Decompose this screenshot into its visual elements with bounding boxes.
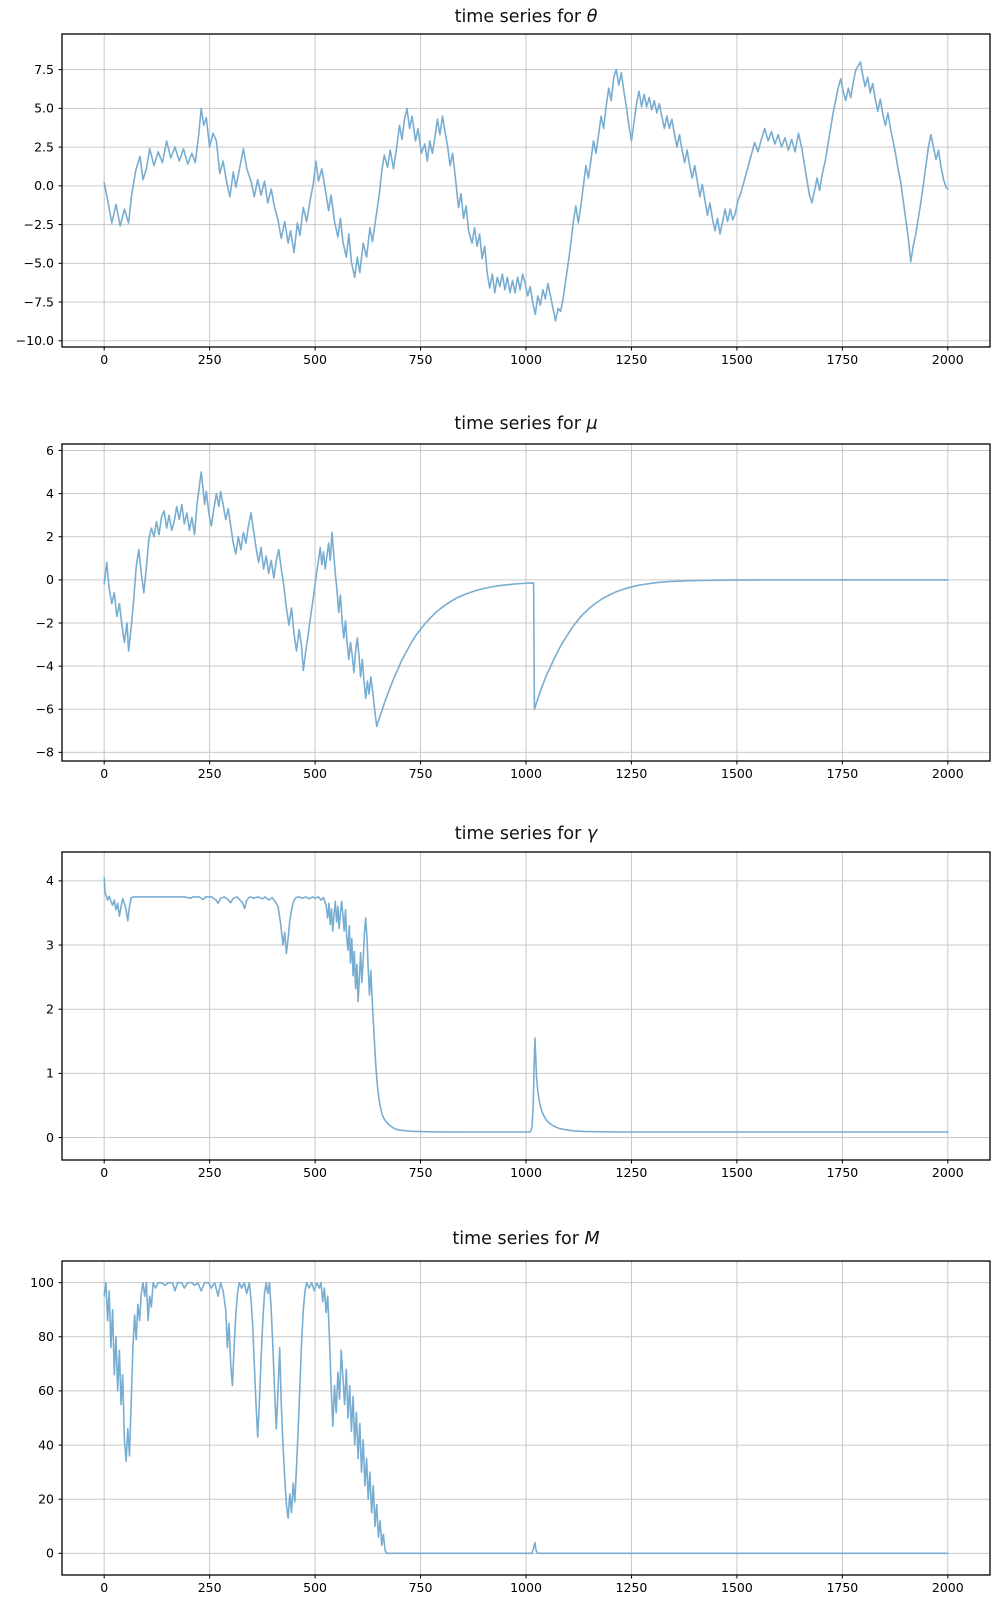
y-tick-label: 2 [46, 529, 54, 544]
x-tick-label: 2000 [932, 766, 964, 781]
x-tick-label: 1500 [721, 1580, 753, 1595]
y-tick-label: −4 [36, 658, 54, 673]
series-line-M [103, 1281, 949, 1555]
x-tick-label: 1750 [826, 1165, 858, 1180]
x-tick-label: 1500 [721, 1165, 753, 1180]
y-tick-label: −8 [36, 745, 54, 760]
x-tick-label: 500 [303, 1165, 327, 1180]
y-tick-label: 80 [38, 1329, 54, 1344]
x-tick-label: 0 [100, 1165, 108, 1180]
x-tick-label: 1000 [510, 766, 542, 781]
chart-gamma: 0 250 500 750 1000 1250 1500 1750 2000 4 3 2 1 0 [46, 851, 991, 1180]
title-text: time series for [452, 1229, 585, 1249]
y-tick-label: 20 [38, 1492, 54, 1507]
x-tick-label: 1000 [510, 1580, 542, 1595]
x-tick-label: 250 [198, 352, 222, 367]
x-tick-label: 750 [409, 1580, 433, 1595]
x-tick-label: 1250 [616, 1165, 648, 1180]
x-tick-label: 0 [100, 766, 108, 781]
chart-title-gamma: time series for γ [62, 824, 990, 844]
y-tick-label: 2 [46, 1002, 54, 1017]
gamma-symbol: γ [586, 824, 598, 844]
chart-M: 0 250 500 750 1000 1250 1500 1750 2000 100 80 60 40 2… [30, 1260, 991, 1595]
y-tick-label: −5.0 [24, 256, 54, 271]
x-tick-label: 750 [409, 766, 433, 781]
chart-title-mu: time series for μ [62, 414, 990, 434]
y-tick-label: 40 [38, 1437, 54, 1452]
x-tick-label: 750 [409, 352, 433, 367]
x-tick-label: 500 [303, 352, 327, 367]
y-tick-label: −10.0 [16, 333, 54, 348]
y-tick-label: 100 [30, 1275, 54, 1290]
series-line-gamma [103, 876, 949, 1133]
mu-symbol: μ [586, 414, 598, 434]
x-tick-label: 500 [303, 1580, 327, 1595]
y-tick-label: 2.5 [34, 139, 54, 154]
series-line-mu [103, 471, 949, 728]
y-tick-label: 4 [46, 486, 54, 501]
x-tick-label: 1750 [826, 352, 858, 367]
x-tick-label: 2000 [932, 352, 964, 367]
x-tick-label: 750 [409, 1165, 433, 1180]
chart-title-theta: time series for θ [62, 7, 990, 27]
y-tick-label: 0 [46, 572, 54, 587]
x-tick-label: 250 [198, 1580, 222, 1595]
title-text: time series for [454, 7, 587, 27]
theta-symbol: θ [586, 7, 598, 27]
y-tick-label: −2 [36, 615, 54, 630]
y-tick-label: 5.0 [34, 101, 54, 116]
y-tick-label: 7.5 [34, 62, 54, 77]
x-tick-label: 0 [100, 352, 108, 367]
y-tick-label: −6 [36, 702, 54, 717]
x-tick-label: 2000 [932, 1165, 964, 1180]
x-tick-label: 250 [198, 766, 222, 781]
x-tick-label: 1750 [826, 766, 858, 781]
x-tick-label: 1250 [616, 1580, 648, 1595]
chart-mu: 0 250 500 750 1000 1250 1500 1750 2000 6 4 2 0 −2 −4 −6… [36, 443, 991, 781]
y-tick-label: 60 [38, 1383, 54, 1398]
x-tick-label: 1500 [721, 352, 753, 367]
series-line-theta [103, 61, 949, 322]
x-tick-label: 500 [303, 766, 327, 781]
x-tick-label: 2000 [932, 1580, 964, 1595]
x-tick-label: 1500 [721, 766, 753, 781]
x-tick-label: 1750 [826, 1580, 858, 1595]
x-tick-label: 1000 [510, 352, 542, 367]
y-tick-label: 0.0 [34, 178, 54, 193]
M-symbol: M [584, 1229, 600, 1249]
y-tick-label: −2.5 [24, 217, 54, 232]
chart-theta: 0 250 500 750 1000 1250 1500 1750 2000 7.5 5.0 2.5 0… [16, 33, 991, 367]
y-tick-label: 3 [46, 937, 54, 952]
y-tick-label: 4 [46, 873, 54, 888]
y-tick-label: 0 [46, 1130, 54, 1145]
y-tick-label: 0 [46, 1546, 54, 1561]
x-tick-label: 0 [100, 1580, 108, 1595]
y-tick-label: −7.5 [24, 294, 54, 309]
x-tick-label: 250 [198, 1165, 222, 1180]
title-text: time series for [454, 414, 587, 434]
x-tick-label: 1000 [510, 1165, 542, 1180]
x-tick-label: 1250 [616, 766, 648, 781]
chart-title-M: time series for M [62, 1229, 990, 1249]
x-tick-label: 1250 [616, 352, 648, 367]
y-tick-label: 6 [46, 443, 54, 458]
y-tick-label: 1 [46, 1066, 54, 1081]
title-text: time series for [454, 824, 587, 844]
